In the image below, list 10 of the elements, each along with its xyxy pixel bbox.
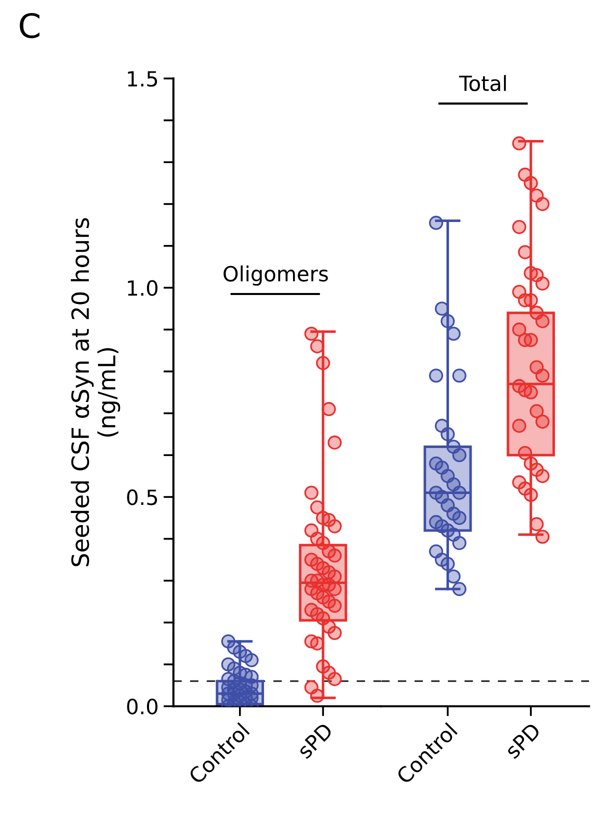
x-tick-label: sPD bbox=[296, 722, 334, 760]
x-tick-label: sPD bbox=[504, 722, 542, 760]
text: C bbox=[20, 12, 40, 38]
y-tick-label: 1.5 bbox=[128, 71, 158, 87]
y-axis-title: Seeded CSF αSyn at 20 hours (ng/mL) bbox=[70, 218, 120, 566]
y-tick-label: 1.0 bbox=[128, 280, 158, 296]
chart-title: Total bbox=[459, 75, 506, 92]
text: Oligomers bbox=[224, 265, 328, 286]
y-tick-label: 0.0 bbox=[127, 698, 158, 714]
y-tick-label: 0.5 bbox=[127, 489, 158, 506]
